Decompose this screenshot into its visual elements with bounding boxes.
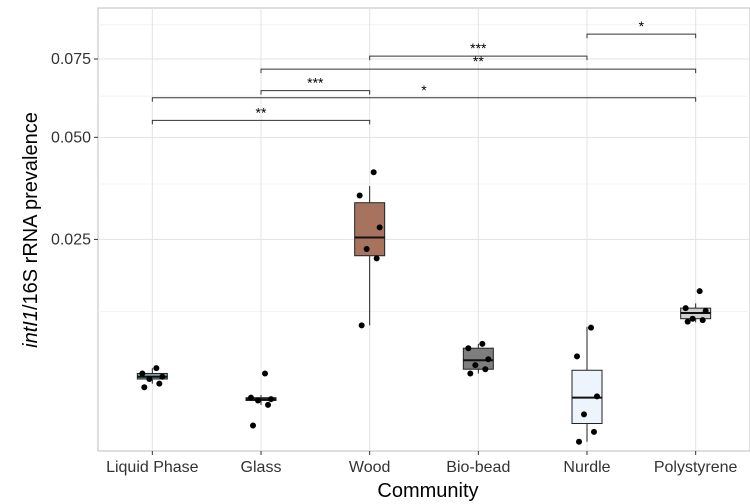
significance-bracket: *** — [260, 75, 371, 95]
data-point — [248, 394, 254, 401]
data-point — [574, 353, 580, 360]
y-axis-ticks: 0.025 0.050 0.075 — [51, 51, 98, 248]
panel-background — [97, 7, 750, 452]
data-point — [581, 411, 587, 418]
data-point — [479, 340, 486, 347]
bracket-line — [369, 55, 588, 61]
y-tick-label: 0.025 — [51, 231, 91, 248]
data-point — [156, 380, 163, 387]
y-axis-title-rest: /16S rRNA prevalence — [20, 112, 42, 310]
data-point — [268, 396, 274, 403]
significance-label: ** — [256, 104, 267, 120]
bracket-line — [151, 97, 697, 102]
data-point — [588, 324, 594, 331]
x-tick-label: Nurdle — [563, 459, 610, 476]
data-point — [265, 401, 271, 408]
data-point — [146, 376, 153, 383]
data-point — [141, 384, 148, 391]
box-bio-bead — [462, 343, 494, 374]
y-axis-title-italic: intI1 — [20, 310, 42, 348]
data-point — [576, 438, 582, 445]
bracket-line — [151, 119, 371, 125]
data-point — [485, 356, 492, 363]
x-tick-label: Wood — [349, 459, 391, 476]
box-iqr — [462, 347, 494, 370]
data-point — [139, 370, 146, 377]
data-point — [373, 255, 380, 262]
data-point — [376, 224, 383, 231]
significance-label: ** — [473, 53, 484, 69]
significance-label: * — [421, 82, 427, 98]
significance-brackets: ********* *** — [151, 18, 697, 125]
data-point — [363, 245, 370, 252]
data-point — [465, 345, 472, 352]
x-tick-label: Polystyrene — [654, 459, 738, 476]
x-axis-title: Community — [377, 480, 478, 502]
bracket-line — [260, 68, 697, 74]
significance-bracket: ** — [151, 104, 371, 125]
data-point — [482, 366, 489, 373]
y-tick-label: 0.050 — [51, 129, 91, 146]
x-tick-label: Glass — [241, 459, 282, 476]
points-layer — [139, 169, 709, 445]
data-point — [356, 192, 363, 199]
y-tick-label: 0.075 — [51, 51, 91, 68]
data-point — [153, 365, 160, 372]
significance-bracket: * — [151, 82, 697, 102]
significance-bracket: ** — [260, 53, 697, 74]
significance-bracket: * — [586, 18, 697, 39]
data-point — [682, 305, 689, 312]
data-point — [370, 169, 377, 176]
data-point — [250, 422, 256, 429]
grid-lines — [98, 8, 750, 451]
data-point — [702, 307, 709, 314]
data-point — [262, 370, 268, 377]
bracket-line — [586, 33, 697, 39]
bracket-line — [260, 90, 371, 95]
data-point — [684, 318, 691, 325]
significance-label: *** — [307, 75, 324, 91]
data-point — [591, 428, 597, 435]
x-axis-ticks: Liquid Phase Glass Wood Bio-bead Nurdle Polys… — [106, 451, 738, 476]
data-point — [467, 370, 474, 377]
data-point — [594, 393, 600, 400]
boxes-layer — [136, 186, 712, 442]
data-point — [255, 397, 261, 404]
significance-label: *** — [470, 40, 487, 56]
data-point — [696, 288, 703, 295]
x-tick-label: Liquid Phase — [106, 459, 199, 476]
x-tick-label: Bio-bead — [446, 459, 510, 476]
data-point — [159, 373, 166, 380]
y-axis-title: intI1/16S rRNA prevalence — [20, 112, 42, 348]
significance-label: * — [639, 18, 645, 34]
data-point — [689, 315, 696, 322]
data-point — [358, 322, 365, 329]
data-point — [699, 317, 706, 324]
significance-bracket: *** — [369, 40, 588, 61]
data-point — [472, 362, 479, 369]
